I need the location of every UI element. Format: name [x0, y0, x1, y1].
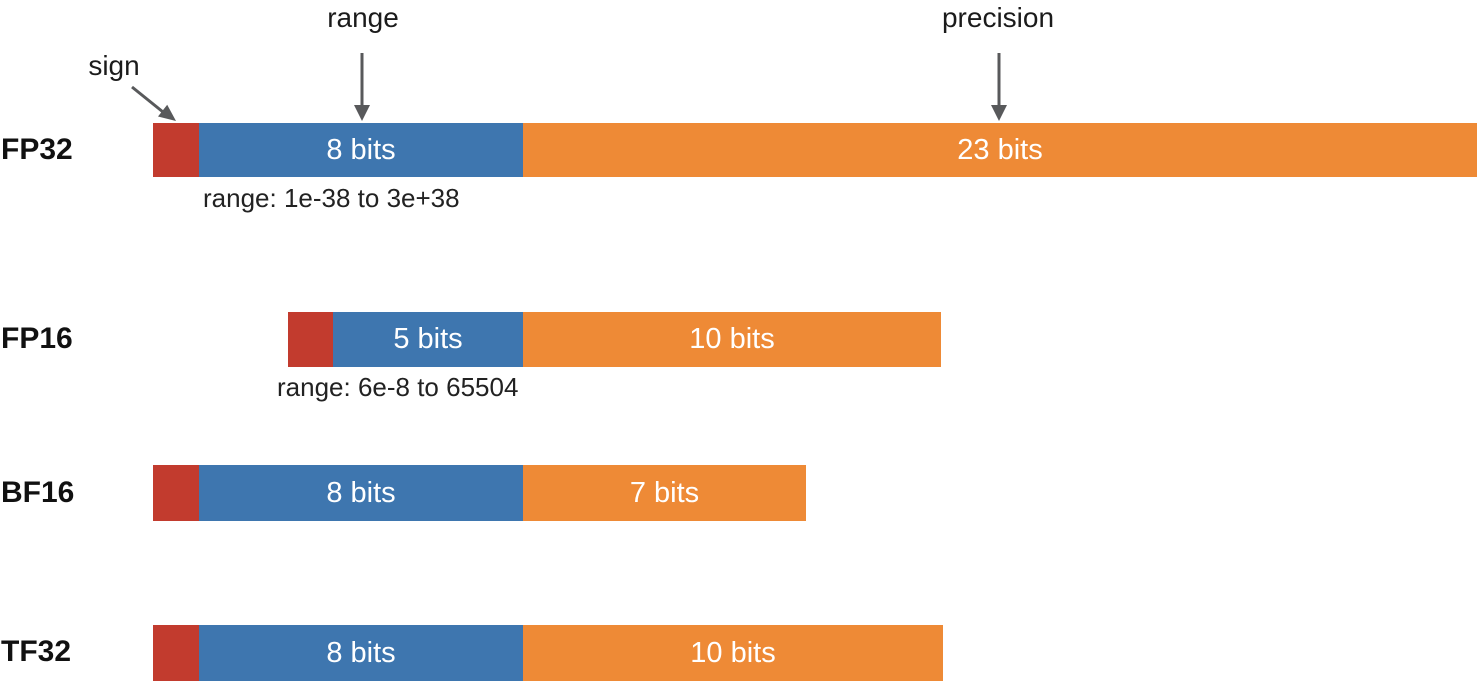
- format-bar-bf16: 8 bits 7 bits: [153, 465, 806, 521]
- range-note-fp16: range: 6e-8 to 65504: [277, 372, 519, 402]
- mantissa-segment: 7 bits: [523, 465, 806, 521]
- range-arrow: [354, 53, 370, 121]
- sign-bit-segment: [153, 625, 199, 681]
- format-label-fp16: FP16: [1, 322, 73, 355]
- mantissa-segment: 10 bits: [523, 625, 943, 681]
- precision-arrow: [991, 53, 1007, 121]
- format-label-bf16: BF16: [1, 476, 75, 509]
- format-bar-fp16: 5 bits 10 bits: [288, 312, 941, 367]
- sign-arrow: [131, 85, 176, 121]
- exponent-segment: 8 bits: [199, 465, 523, 521]
- exponent-segment: 8 bits: [199, 123, 523, 177]
- format-bar-fp32: 8 bits 23 bits: [153, 123, 1477, 177]
- exponent-segment: 5 bits: [333, 312, 523, 367]
- format-label-fp32: FP32: [1, 133, 73, 166]
- range-note-fp32: range: 1e-38 to 3e+38: [203, 183, 460, 213]
- precision-annotation-label: precision: [941, 2, 1055, 33]
- mantissa-segment: 10 bits: [523, 312, 941, 367]
- sign-bit-segment: [153, 465, 199, 521]
- sign-bit-segment: [153, 123, 199, 177]
- sign-annotation-label: sign: [88, 50, 140, 81]
- range-annotation-label: range: [327, 2, 399, 33]
- exponent-segment: 8 bits: [199, 625, 523, 681]
- format-bar-tf32: 8 bits 10 bits: [153, 625, 943, 681]
- format-label-tf32: TF32: [1, 635, 72, 668]
- mantissa-segment: 23 bits: [523, 123, 1477, 177]
- sign-bit-segment: [288, 312, 333, 367]
